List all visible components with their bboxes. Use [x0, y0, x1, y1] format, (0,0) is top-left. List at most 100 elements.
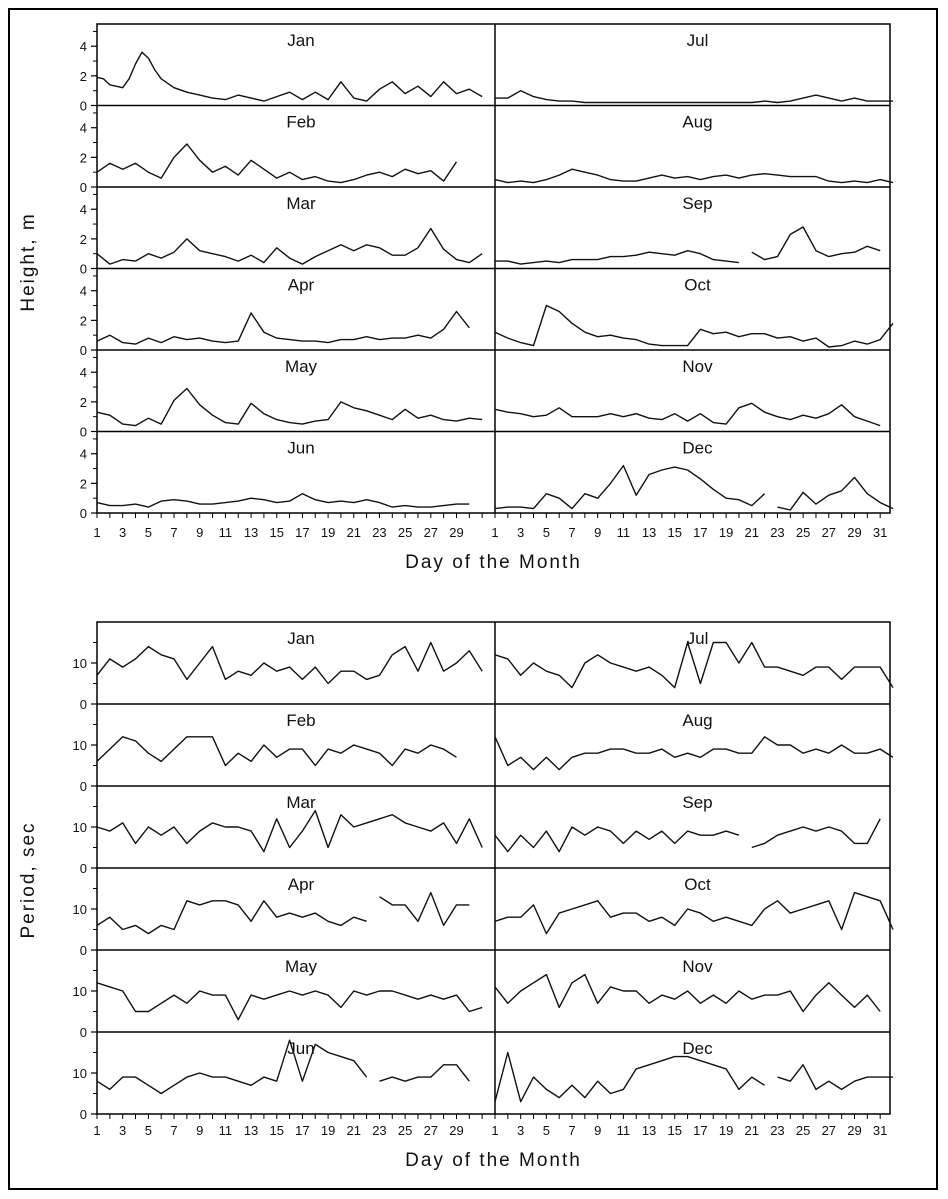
x-tick-label: 5 — [145, 1123, 152, 1138]
x-tick-label: 5 — [543, 525, 550, 540]
y-tick-label: 0 — [80, 943, 87, 958]
series-line-mar — [96, 227, 483, 265]
x-tick-label: 11 — [219, 525, 233, 540]
series-line-feb — [96, 736, 457, 767]
series-line-may — [96, 982, 483, 1021]
y-tick-label: 0 — [80, 697, 87, 712]
x-tick-label: 29 — [847, 525, 861, 540]
y-axis-title: Period, sec — [18, 821, 39, 938]
month-label: Jan — [287, 31, 314, 50]
x-tick-label: 13 — [244, 1123, 258, 1138]
series-line-jun — [96, 1039, 470, 1095]
x-tick-label: 17 — [295, 1123, 309, 1138]
x-tick-label: 27 — [424, 1123, 438, 1138]
month-label: Dec — [682, 439, 713, 458]
x-tick-label: 1 — [491, 1123, 498, 1138]
x-tick-label: 5 — [145, 525, 152, 540]
x-axis-title: Day of the Month — [405, 1150, 582, 1171]
x-tick-label: 9 — [594, 1123, 601, 1138]
month-label: May — [285, 357, 318, 376]
x-tick-label: 25 — [398, 1123, 412, 1138]
x-tick-label: 7 — [568, 525, 575, 540]
x-tick-label: 7 — [170, 525, 177, 540]
series-line-oct — [494, 891, 894, 935]
x-tick-label: 9 — [196, 1123, 203, 1138]
y-tick-label: 0 — [80, 1025, 87, 1040]
x-tick-label: 15 — [668, 1123, 682, 1138]
x-tick-label: 3 — [517, 525, 524, 540]
x-tick-label: 27 — [424, 525, 438, 540]
y-tick-label: 0 — [80, 1107, 87, 1122]
x-tick-label: 19 — [321, 1123, 335, 1138]
month-label: Aug — [682, 113, 712, 132]
y-tick-label: 2 — [80, 313, 87, 328]
x-tick-label: 15 — [270, 1123, 284, 1138]
series-line-sep — [494, 818, 881, 853]
y-tick-label: 4 — [80, 39, 87, 54]
x-tick-label: 1 — [491, 525, 498, 540]
month-label: Feb — [286, 711, 315, 730]
x-tick-label: 23 — [372, 525, 386, 540]
series-line-sep — [495, 226, 881, 265]
y-tick-label: 0 — [80, 506, 87, 521]
x-tick-label: 1 — [93, 525, 100, 540]
x-tick-label: 7 — [568, 1123, 575, 1138]
month-label: Nov — [682, 957, 713, 976]
x-tick-label: 31 — [873, 525, 887, 540]
x-tick-label: 21 — [347, 1123, 361, 1138]
y-tick-label: 4 — [80, 284, 87, 299]
x-tick-label: 17 — [693, 525, 707, 540]
y-tick-label: 0 — [80, 861, 87, 876]
x-tick-label: 9 — [594, 525, 601, 540]
month-label: Jun — [287, 439, 314, 458]
x-tick-label: 29 — [847, 1123, 861, 1138]
month-label: Sep — [682, 194, 712, 213]
y-tick-label: 2 — [80, 232, 87, 247]
y-tick-label: 0 — [80, 425, 87, 440]
series-line-jul — [495, 90, 893, 104]
x-tick-label: 27 — [822, 1123, 836, 1138]
series-line-jun — [96, 493, 470, 508]
month-label: Jan — [287, 629, 314, 648]
x-tick-label: 25 — [796, 525, 810, 540]
x-tick-label: 15 — [270, 525, 284, 540]
y-tick-label: 0 — [80, 99, 87, 114]
x-tick-label: 29 — [449, 525, 463, 540]
month-label: Mar — [286, 194, 316, 213]
y-tick-label: 10 — [73, 738, 87, 753]
x-tick-label: 11 — [617, 525, 631, 540]
y-tick-label: 2 — [80, 150, 87, 165]
series-line-oct — [494, 304, 894, 348]
month-label: Apr — [288, 276, 315, 295]
x-tick-label: 23 — [770, 525, 784, 540]
x-tick-label: 23 — [770, 1123, 784, 1138]
x-tick-label: 17 — [693, 1123, 707, 1138]
x-tick-label: 21 — [347, 525, 361, 540]
series-line-jan — [96, 51, 483, 102]
x-tick-label: 13 — [642, 1123, 656, 1138]
x-tick-label: 19 — [719, 525, 733, 540]
series-line-dec — [494, 1051, 893, 1103]
x-tick-label: 31 — [873, 1123, 887, 1138]
month-label: Nov — [682, 357, 713, 376]
y-tick-label: 2 — [80, 395, 87, 410]
month-label: Oct — [684, 875, 711, 894]
x-tick-label: 29 — [449, 1123, 463, 1138]
x-tick-label: 15 — [668, 525, 682, 540]
x-tick-label: 3 — [119, 525, 126, 540]
month-label: Jun — [287, 1039, 314, 1058]
y-tick-label: 10 — [73, 1066, 87, 1081]
series-line-nov — [494, 973, 881, 1013]
month-label: Dec — [682, 1039, 713, 1058]
y-axis-title: Height, m — [18, 212, 39, 311]
series-line-aug — [494, 736, 894, 771]
x-tick-label: 7 — [170, 1123, 177, 1138]
month-label: Jul — [687, 31, 709, 50]
y-tick-label: 10 — [73, 820, 87, 835]
x-tick-label: 11 — [219, 1123, 233, 1138]
x-tick-label: 25 — [398, 525, 412, 540]
x-tick-label: 13 — [642, 525, 656, 540]
x-tick-label: 3 — [517, 1123, 524, 1138]
x-tick-label: 17 — [295, 525, 309, 540]
y-tick-label: 4 — [80, 121, 87, 136]
